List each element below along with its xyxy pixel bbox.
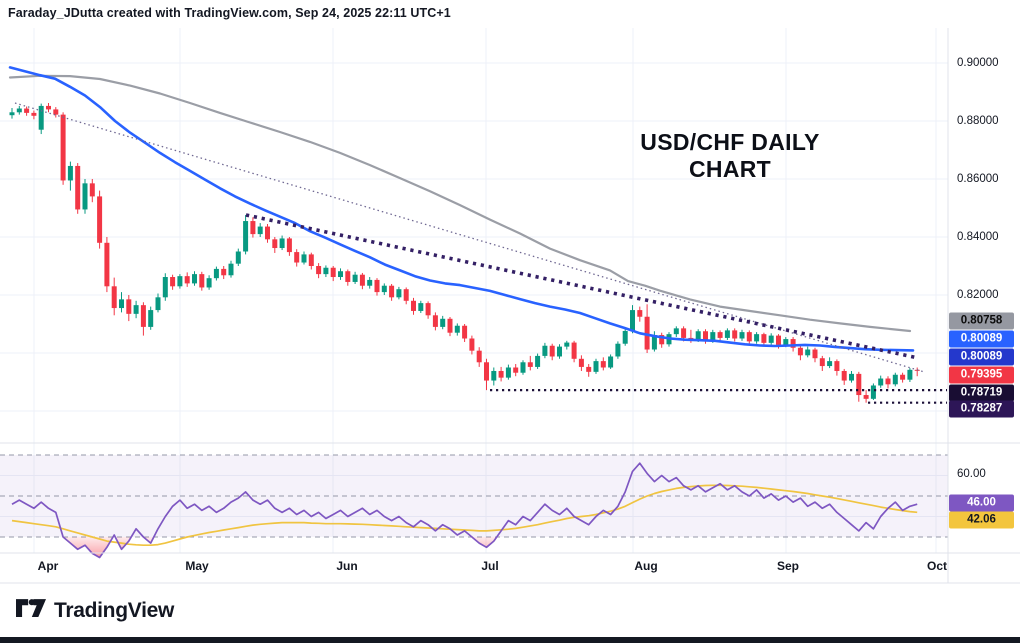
lower-dotted-trendline[interactable]: [245, 213, 919, 360]
rsi-axis-tick: 60.00: [957, 468, 986, 480]
ma-slow-price-label: 0.80758: [949, 312, 1014, 330]
price-axis-tick: 0.90000: [957, 57, 999, 69]
time-axis-label-apr: Apr: [37, 559, 59, 573]
time-axis-label-may: May: [185, 559, 209, 573]
ma-fast-price-label: 0.80089: [949, 330, 1014, 348]
time-axis-label-oct: Oct: [926, 559, 948, 573]
rsi-line[interactable]: [11, 462, 918, 559]
price-axis-tick: 0.84000: [957, 231, 999, 243]
rsi-ma-line[interactable]: [11, 484, 918, 547]
rsi-value-label: 46.00: [949, 494, 1014, 512]
ma-fast-line[interactable]: [8, 66, 915, 352]
last-price-label: 0.79395: [949, 366, 1014, 384]
time-axis-label-sep: Sep: [776, 559, 800, 573]
pane-borders: [0, 28, 1020, 584]
ma-fast2-price-label: 0.80089: [949, 348, 1014, 366]
rsi-oversold-fill: [63, 537, 497, 558]
tradingview-logo[interactable]: TradingView: [16, 598, 174, 623]
upper-dotted-trendline[interactable]: [14, 102, 926, 373]
tradingview-logo-text: TradingView: [54, 598, 175, 622]
time-axis-label-jul: Jul: [481, 559, 499, 573]
time-axis-label-aug: Aug: [634, 559, 658, 573]
chart-credit-text: Faraday_JDutta created with TradingView.…: [8, 6, 451, 20]
ma-slow-line[interactable]: [8, 74, 912, 333]
rsi-band: [0, 454, 948, 538]
rsi-ma-value-label: 42.06: [949, 511, 1014, 529]
time-axis-label-jun: Jun: [336, 559, 358, 573]
window-bottom-edge: [0, 637, 1020, 643]
price-axis-tick: 0.88000: [957, 115, 999, 127]
support2-price-label: 0.78287: [949, 400, 1014, 418]
support1-price-label: 0.78719: [949, 384, 1014, 402]
chart-watermark-title: USD/CHF DAILY CHART: [640, 129, 820, 182]
price-axis-tick: 0.86000: [957, 173, 999, 185]
tradingview-logo-icon: [16, 599, 46, 617]
price-axis-tick: 0.82000: [957, 289, 999, 301]
candlestick-series: [9, 103, 920, 403]
